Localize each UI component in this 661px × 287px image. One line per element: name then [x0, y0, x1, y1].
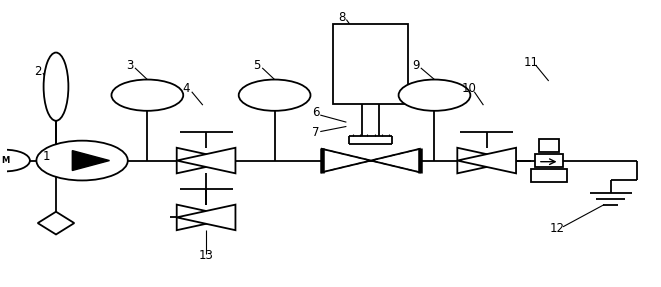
Polygon shape: [322, 149, 371, 172]
Text: 9: 9: [412, 59, 420, 72]
Polygon shape: [176, 148, 235, 173]
Circle shape: [36, 141, 128, 181]
Text: 5: 5: [253, 59, 260, 72]
Circle shape: [0, 150, 30, 171]
Polygon shape: [457, 148, 516, 173]
Polygon shape: [38, 212, 74, 234]
Bar: [539, 139, 559, 152]
Text: 1: 1: [42, 150, 50, 163]
Bar: [531, 169, 566, 182]
Text: 10: 10: [461, 82, 477, 95]
Text: 4: 4: [182, 82, 190, 95]
Polygon shape: [176, 205, 235, 230]
Bar: [333, 24, 408, 104]
Polygon shape: [72, 151, 110, 170]
Text: 11: 11: [524, 56, 539, 69]
Text: 12: 12: [550, 222, 564, 235]
Circle shape: [239, 79, 311, 111]
Circle shape: [399, 79, 471, 111]
Polygon shape: [457, 148, 516, 173]
Polygon shape: [371, 149, 420, 172]
Polygon shape: [176, 148, 235, 173]
Text: M: M: [1, 156, 9, 165]
Polygon shape: [176, 205, 235, 230]
Ellipse shape: [44, 53, 68, 121]
Text: 6: 6: [312, 106, 319, 119]
Text: 3: 3: [126, 59, 134, 72]
Text: 13: 13: [199, 249, 214, 262]
Bar: [535, 154, 563, 167]
Text: 8: 8: [338, 11, 346, 24]
Text: 7: 7: [312, 126, 319, 139]
Circle shape: [112, 79, 183, 111]
Text: 2: 2: [34, 65, 42, 77]
